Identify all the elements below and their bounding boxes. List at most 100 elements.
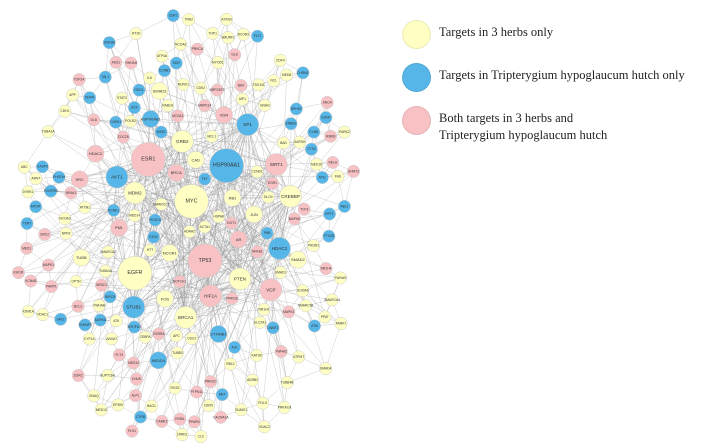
network-node-circle [212,210,226,224]
network-node-circle [72,248,91,267]
network-node-circle [289,102,303,116]
network-node-circle [131,142,166,177]
network-edge [185,309,264,318]
network-node: EGFR [117,255,153,291]
network-node-label: MED13 [96,408,107,412]
network-node: GSK3B [102,36,116,50]
network-node-circle [277,136,290,150]
network-node-circle [296,284,310,298]
network-node-circle [107,203,121,217]
network-node: TUBB [72,248,91,267]
network-node-label: ESR2 [74,374,83,378]
network-node-label: NCOA2 [175,42,187,46]
network-node-circle [127,356,141,370]
legend-label-tripterygium-only: Targets in Tripterygium hypoglaucum hutc… [439,68,685,82]
network-node-label: TKT [202,177,208,181]
network-node-label: MAPK3 [283,310,294,314]
network-node-circle [173,275,186,289]
network-node: CTNNB1 [209,325,227,343]
network-node: BAG1 [145,399,158,413]
network-node-circle [211,56,225,69]
network-node-label: HDAC2 [89,151,103,156]
network-node-circle [175,428,189,442]
network-node-label: ATK [113,319,120,323]
network-node-label: RB1 [229,195,238,200]
network-node-circle [129,27,143,40]
network-node-label: CDC2 [187,337,196,341]
network-node: MCL1 [205,129,219,143]
network-node: MDM2 [123,181,147,205]
network-node-label: TSG101 [252,83,264,87]
network-node-label: KCNE1 [108,208,119,212]
network-node-circle [170,346,184,360]
network-node: PARK2 [337,125,351,139]
network-node-circle [260,226,274,240]
network-node: TKT [198,172,212,186]
network-node: RB1 [223,189,242,207]
network-node-label: IKBKB [326,134,337,138]
network-node-label: VDR [220,112,229,117]
network-node-circle [265,153,288,176]
network-node-circle [29,172,43,186]
network-node-label: MAPK14 [198,104,211,108]
network-node-circle [21,304,35,318]
network-node-label: PPARG [189,420,201,424]
network-node-circle [109,115,123,129]
network-node-label: ATM [311,324,318,328]
network-node-label: MAPK1 [43,263,54,267]
network-node-circle [296,66,310,80]
network-node: CCND1 [250,165,264,179]
network-node: SMAD1 [274,266,288,279]
network-node: IFT20 [129,27,143,40]
network-node: TSG101 [252,78,266,92]
network-node: UBC [17,160,31,174]
network-node: CYP1A [82,332,96,346]
network-node-label: NPHS2 [291,107,302,111]
network-node: CASP3 [35,160,49,174]
network-node-label: CDK4 [276,58,285,62]
network-node-label: MTHFD1 [128,325,142,329]
network-node: MED12 [127,356,141,370]
network-node: CHUK [129,372,143,386]
network-node: PTPN11 [190,385,204,399]
network-node: ATPMT [292,350,306,364]
network-node-label: LRRK2 [177,433,188,437]
network-edge [279,72,304,249]
network-node-circle [326,155,340,169]
network-node: HTT [143,243,157,257]
network-node-circle [198,172,212,186]
network-node: IL6 [143,71,157,85]
network-node: FOS [156,290,174,308]
network-edge [210,131,345,297]
network-node: ARNT [29,172,43,186]
network-node-label: GLS [231,53,238,57]
network-node-label: PARP1 [46,285,57,289]
network-node: PTK2B [322,229,336,243]
network-edge [279,248,326,318]
network-node-circle [93,313,107,327]
network-node-label: NCOA1 [172,114,184,118]
network-node-circle [143,71,157,85]
network-node-label: HSP90AB1 [141,117,162,122]
network-node-label: TAL1 [101,75,109,79]
network-node-label: TRA2 [184,18,193,22]
network-edge [204,108,297,261]
network-node-label: CDK2 [196,86,205,90]
network-node-circle [319,362,333,376]
network-node-circle [235,92,249,106]
network-node-circle [315,171,329,184]
network-node-label: AR [236,237,242,242]
network-node-circle [225,292,239,305]
network-node-label: PHGDH [53,175,66,179]
network-node-label: RELA [328,160,337,164]
network-node-label: ATP4A [157,54,168,58]
network-node-circle [323,207,336,221]
network-node-label: SMAD2 [291,257,306,262]
network-node-label: EP300 [113,403,123,407]
network-node-label: MCL1 [207,134,216,138]
network-node: PHB [260,226,274,240]
network-node: CDC2 [185,332,199,345]
network-node: PARP1 [44,280,58,293]
network-node-label: NR1H2 [258,307,269,311]
